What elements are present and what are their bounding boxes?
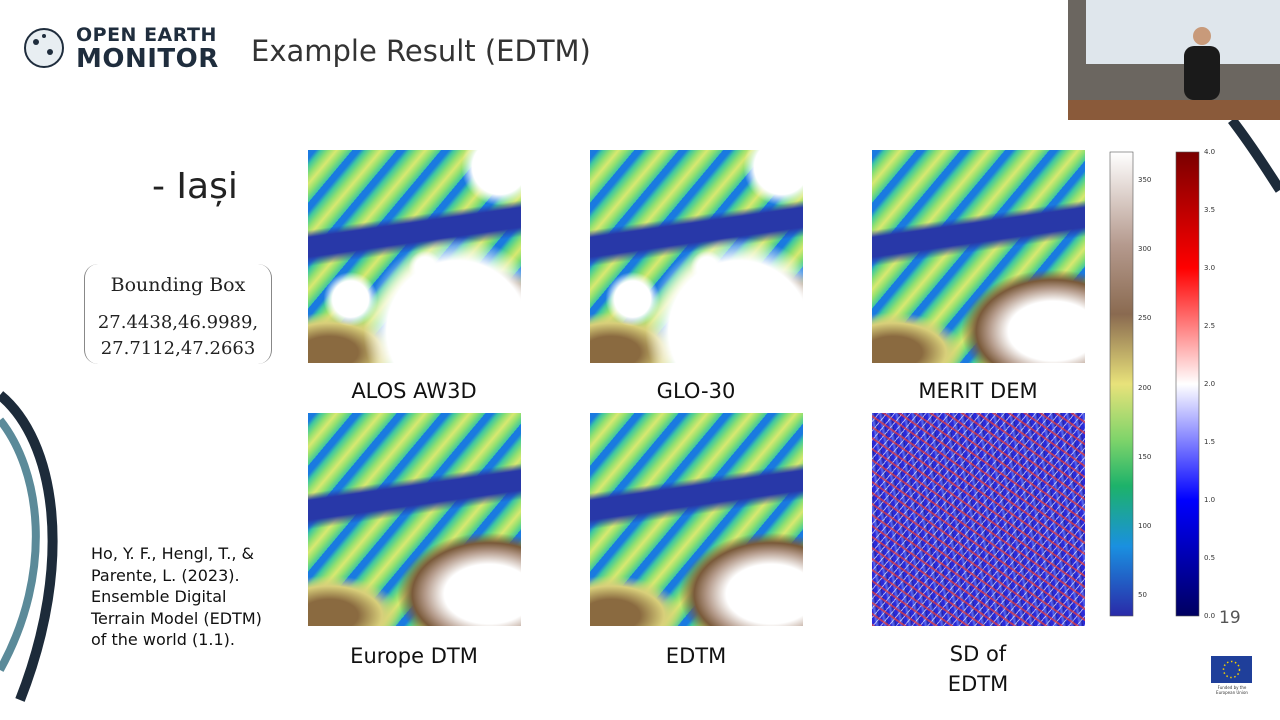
map-label: MERIT DEM xyxy=(918,379,1038,403)
colorbar-tick: 50 xyxy=(1138,591,1147,599)
colorbar-tick: 1.5 xyxy=(1204,438,1216,446)
arc xyxy=(0,417,40,672)
colorbar-elevation xyxy=(1109,151,1134,617)
map-image xyxy=(590,413,803,626)
person-body xyxy=(1184,46,1220,100)
map-label: Europe DTM xyxy=(350,644,478,668)
colorbar-tick: 3.5 xyxy=(1204,206,1216,214)
map-image xyxy=(308,150,521,363)
logo-text: OPEN EARTH xyxy=(76,24,217,46)
colorbar-tick: 2.0 xyxy=(1204,380,1216,388)
map-image xyxy=(872,150,1085,363)
bounding-box: Bounding Box 27.4438,46.9989, 27.7112,47… xyxy=(84,264,272,364)
colorbar-tick: 250 xyxy=(1138,314,1152,323)
colorbar-tick: 200 xyxy=(1138,383,1152,392)
colorbar-tick: 3.0 xyxy=(1204,264,1216,272)
map-image xyxy=(872,413,1085,626)
bbox-coords: 27.7112,47.2663 xyxy=(100,338,256,359)
logo-dot xyxy=(33,39,39,45)
page-number: 19 xyxy=(1219,608,1241,628)
colorbar-sd xyxy=(1175,151,1200,617)
bbox-label: Bounding Box xyxy=(110,274,246,296)
eu-stars xyxy=(1222,660,1241,679)
map-image xyxy=(308,413,521,626)
colorbar-tick: 0.0 xyxy=(1204,612,1216,620)
colorbar-tick: 150 xyxy=(1138,452,1152,461)
location: - Iași xyxy=(152,166,238,207)
person-head xyxy=(1193,27,1211,45)
eu-caption: Funded by the European Union xyxy=(1216,685,1248,695)
logo-globe xyxy=(24,28,64,68)
arc xyxy=(1228,116,1280,193)
colorbar-tick: 2.5 xyxy=(1204,322,1216,330)
projection xyxy=(1086,0,1280,64)
desk xyxy=(1068,100,1280,120)
map-label: SD of EDTM xyxy=(947,642,1009,696)
arc xyxy=(0,391,58,702)
colorbar-tick: 350 xyxy=(1138,176,1152,184)
colorbar-tick: 100 xyxy=(1138,521,1152,530)
map-label: GLO-30 xyxy=(656,379,736,403)
map-image xyxy=(590,150,803,363)
colorbar-tick: 300 xyxy=(1138,245,1152,254)
logo-dot xyxy=(47,49,53,55)
eu-flag-field xyxy=(1211,656,1252,683)
colorbar-tick: 4.0 xyxy=(1204,148,1216,156)
citation: Ho, Y. F., Hengl, T., & Parente, L. (202… xyxy=(91,544,262,649)
webcam xyxy=(1068,0,1280,120)
map-label: ALOS AW3D xyxy=(351,379,477,403)
logo-dot xyxy=(42,34,46,38)
map-label: EDTM xyxy=(665,644,727,668)
colorbar-tick: 0.5 xyxy=(1204,554,1216,562)
eu-flag xyxy=(1211,656,1252,683)
logo-text: MONITOR xyxy=(76,44,219,74)
colorbar-tick: 1.0 xyxy=(1204,496,1216,504)
bbox-coords: 27.4438,46.9989, xyxy=(97,312,259,333)
slide-title: Example Result (EDTM) xyxy=(251,34,591,68)
